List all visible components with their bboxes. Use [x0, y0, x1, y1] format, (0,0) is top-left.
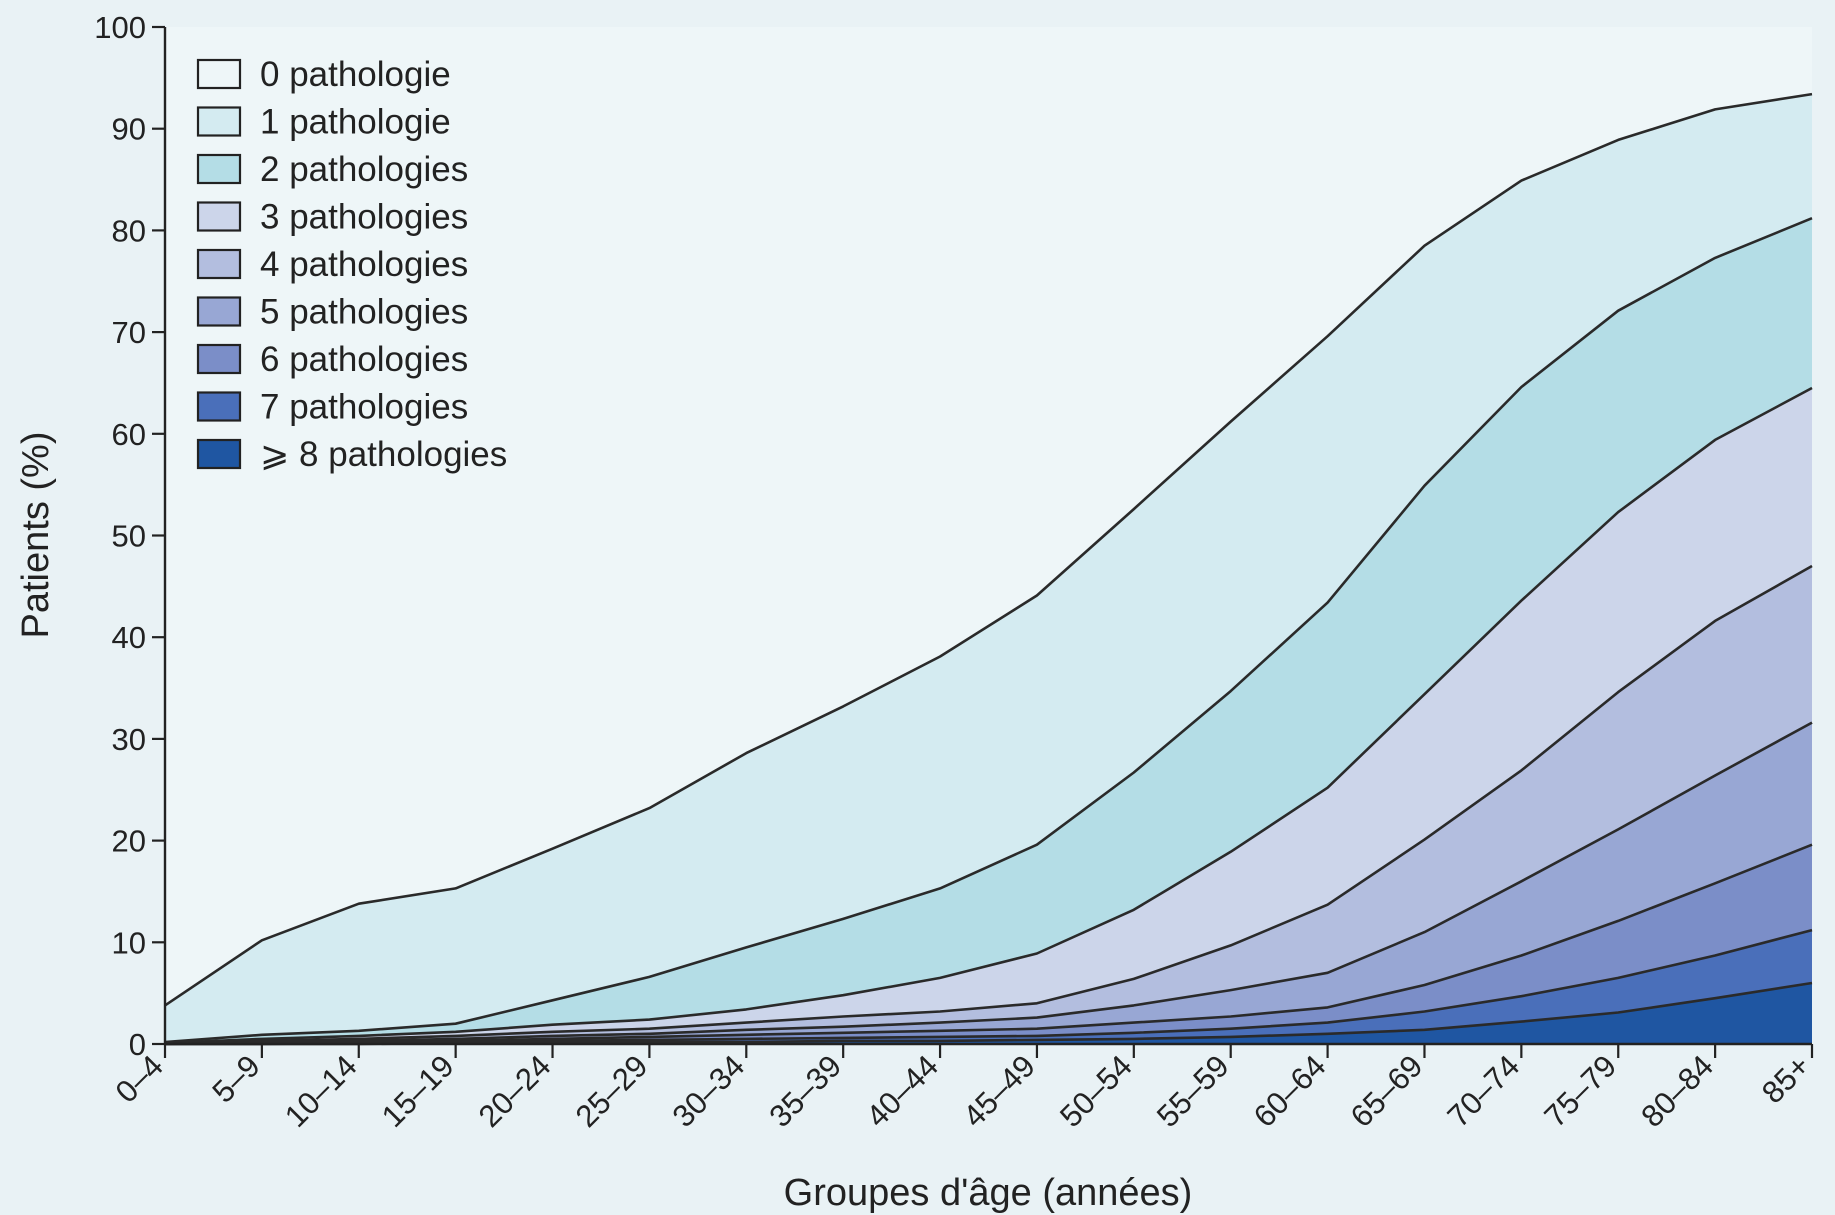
y-tick-label: 100 [94, 10, 146, 45]
y-tick-label: 0 [129, 1027, 146, 1062]
boundary-line-5-pathologies [164, 721, 1813, 1046]
legend-swatch-5-pathologies [196, 296, 242, 327]
x-axis-title: Groupes d'âge (années) [784, 1172, 1193, 1214]
y-tick-label: 80 [112, 213, 146, 248]
legend-label-7-pathologies: 7 pathologies [260, 388, 468, 427]
y-tick-label: 20 [112, 824, 146, 859]
legend-swatch-3-pathologies [196, 201, 242, 232]
y-tick-label: 30 [112, 722, 146, 757]
legend-swatch-7-pathologies [196, 391, 242, 422]
legend-swatch-6-pathologies [196, 343, 242, 375]
area-5-pathologies [165, 722, 1812, 1044]
legend-label-4-pathologies: 4 pathologies [260, 245, 468, 284]
legend-label-6-pathologies: 6 pathologies [260, 340, 468, 379]
legend-label-5-pathologies: 5 pathologies [260, 293, 468, 332]
area-6-pathologies [165, 844, 1812, 1044]
y-tick-label: 70 [112, 315, 146, 350]
boundary-line-2-pathologies [164, 216, 1813, 1044]
legend-label-8-pathologies: ⩾ 8 pathologies [260, 435, 507, 474]
y-tick-label: 90 [112, 112, 146, 147]
y-tick-label: 10 [112, 925, 146, 960]
legend-swatch-2-pathologies [196, 153, 242, 185]
boundary-line-1-pathologie [164, 92, 1813, 1007]
legend-swatch-0-pathologie [196, 58, 242, 90]
legend-label-2-pathologies: 2 pathologies [260, 150, 468, 189]
y-tick-label: 40 [112, 620, 146, 655]
area-8-pathologies [165, 983, 1812, 1044]
legend-swatch-8-pathologies [196, 438, 242, 470]
series-boundary-lines [164, 92, 1813, 1046]
legend-label-1-pathologie: 1 pathologie [260, 103, 451, 142]
y-axis-ticks: 0 10 20 30 40 50 60 70 80 90 100 [94, 10, 165, 1062]
legend-label-0-pathologie: 0 pathologie [260, 55, 451, 94]
legend-label-3-pathologies: 3 pathologies [260, 198, 468, 237]
y-tick-label: 60 [112, 417, 146, 452]
legend-swatch-1-pathologie [196, 106, 242, 137]
boundary-line-3-pathologies [164, 386, 1813, 1045]
y-axis-title: Patients (%) [15, 432, 57, 639]
boundary-line-4-pathologies [164, 564, 1813, 1046]
legend-swatch-4-pathologies [196, 248, 242, 280]
legend: 0 pathologie 1 pathologie 2 pathologies 3 p… [196, 55, 507, 474]
area-layers [165, 27, 1812, 1045]
y-tick-label: 50 [112, 519, 146, 554]
area-4-pathologies [165, 566, 1812, 1044]
